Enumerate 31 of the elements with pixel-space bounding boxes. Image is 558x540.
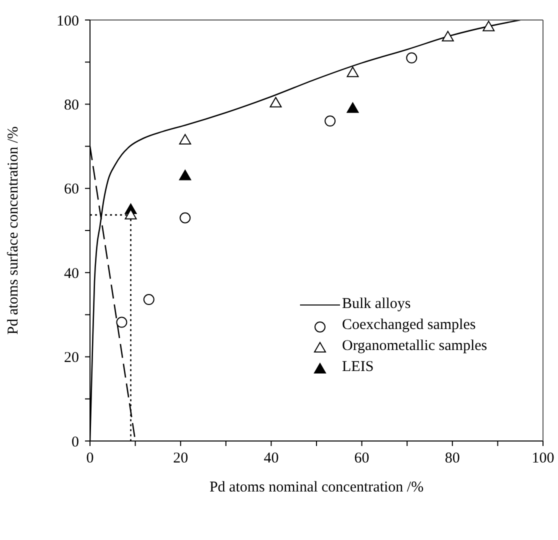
x-tick-label: 80	[444, 450, 460, 467]
y-tick-label: 0	[72, 434, 79, 450]
legend-label: LEIS	[342, 359, 374, 376]
point	[406, 52, 418, 64]
point	[270, 96, 282, 108]
point	[346, 102, 359, 113]
legend-label: Coexchanged samples	[342, 317, 476, 334]
x-tick-label: 60	[354, 450, 370, 467]
x-axis-title: Pd atoms nominal concentration /%	[209, 480, 424, 496]
legend-label: Organometallic samples	[342, 338, 488, 355]
point	[442, 30, 454, 42]
x-tick-label: 0	[86, 450, 94, 467]
x-tick-label: 40	[264, 450, 279, 467]
point	[180, 212, 191, 224]
x-tick-label: 20	[173, 450, 188, 467]
point	[324, 116, 336, 127]
point	[179, 170, 192, 180]
y-axis-title: Pd atoms surface concentration /%	[5, 126, 22, 335]
point	[143, 294, 154, 306]
y-tick-label: 100	[56, 13, 79, 30]
point	[346, 66, 359, 78]
x-tick-label: 100	[532, 450, 554, 467]
y-tick-label: 80	[64, 98, 79, 114]
point	[179, 134, 192, 144]
point	[482, 20, 495, 32]
y-tick-label: 40	[64, 266, 79, 282]
point	[124, 208, 137, 220]
y-tick-label: 60	[64, 182, 79, 198]
y-tick-label: 20	[64, 350, 79, 366]
point	[116, 316, 128, 328]
legend-label: Bulk alloys	[342, 296, 411, 313]
